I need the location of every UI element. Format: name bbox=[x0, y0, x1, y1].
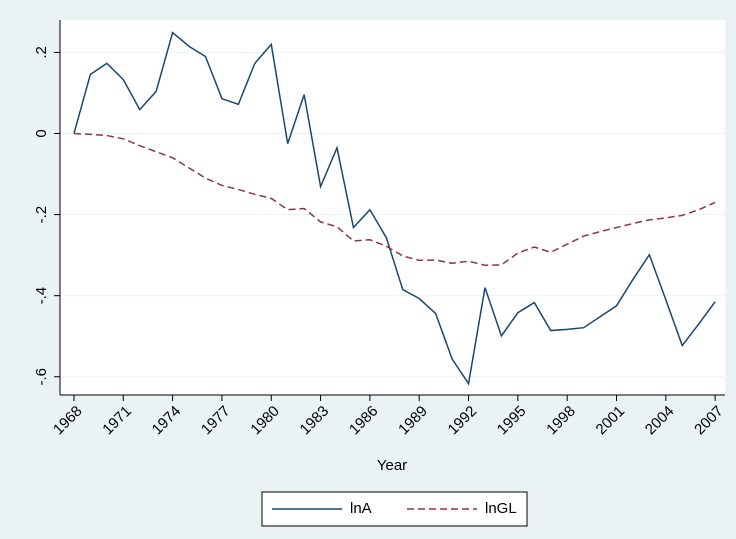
y-tick-label: -.2 bbox=[33, 206, 50, 224]
series-line bbox=[73, 132, 716, 267]
legend-label: lnGL bbox=[485, 500, 517, 517]
series-line bbox=[73, 31, 716, 386]
x-axis-title: Year bbox=[377, 457, 407, 474]
y-tick-label: 0 bbox=[33, 129, 50, 137]
plot-area bbox=[60, 20, 725, 395]
y-tick-label: -.6 bbox=[33, 368, 50, 386]
legend-label: lnA bbox=[350, 500, 372, 517]
y-tick-label: .2 bbox=[33, 46, 50, 59]
y-tick-label: -.4 bbox=[33, 287, 50, 305]
